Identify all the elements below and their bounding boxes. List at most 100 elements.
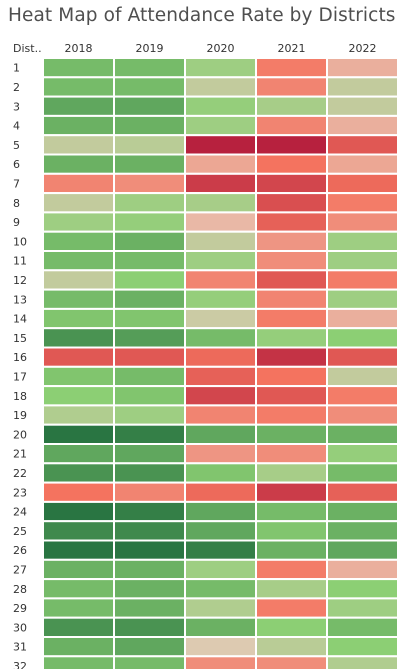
heatmap-cell-2-2020[interactable]	[184, 76, 257, 98]
heatmap-cell-4-2019[interactable]	[113, 114, 186, 137]
heatmap-cell-29-2018[interactable]	[42, 597, 115, 619]
heatmap-cell-7-2020[interactable]	[184, 172, 257, 195]
heatmap-cell-20-2018[interactable]	[42, 423, 115, 446]
heatmap-cell-14-2021[interactable]	[255, 307, 328, 330]
heatmap-cell-5-2020[interactable]	[184, 134, 257, 156]
heatmap-cell-29-2021[interactable]	[255, 597, 328, 619]
heatmap-cell-15-2018[interactable]	[42, 327, 115, 349]
heatmap-cell-23-2022[interactable]	[326, 481, 399, 503]
heatmap-cell-13-2020[interactable]	[184, 288, 257, 310]
heatmap-cell-9-2020[interactable]	[184, 211, 257, 233]
heatmap-cell-21-2021[interactable]	[255, 443, 328, 465]
heatmap-cell-11-2020[interactable]	[184, 250, 257, 272]
heatmap-cell-19-2018[interactable]	[42, 404, 115, 426]
heatmap-cell-2-2018[interactable]	[42, 76, 115, 98]
heatmap-cell-18-2021[interactable]	[255, 385, 328, 407]
heatmap-cell-23-2021[interactable]	[255, 481, 328, 503]
heatmap-cell-2-2019[interactable]	[113, 76, 186, 98]
heatmap-cell-22-2018[interactable]	[42, 462, 115, 484]
heatmap-cell-23-2020[interactable]	[184, 481, 257, 503]
heatmap-cell-27-2021[interactable]	[255, 558, 328, 581]
heatmap-cell-27-2022[interactable]	[326, 558, 399, 581]
heatmap-cell-9-2022[interactable]	[326, 211, 399, 233]
heatmap-cell-26-2019[interactable]	[113, 539, 186, 561]
heatmap-cell-19-2020[interactable]	[184, 404, 257, 426]
heatmap-cell-18-2022[interactable]	[326, 385, 399, 407]
heatmap-cell-12-2018[interactable]	[42, 269, 115, 291]
heatmap-cell-31-2019[interactable]	[113, 636, 186, 658]
heatmap-cell-15-2021[interactable]	[255, 327, 328, 349]
heatmap-cell-24-2018[interactable]	[42, 500, 115, 523]
heatmap-cell-31-2021[interactable]	[255, 636, 328, 658]
heatmap-cell-3-2021[interactable]	[255, 95, 328, 117]
heatmap-cell-6-2021[interactable]	[255, 153, 328, 175]
heatmap-cell-25-2018[interactable]	[42, 520, 115, 542]
heatmap-cell-16-2020[interactable]	[184, 346, 257, 368]
heatmap-cell-11-2021[interactable]	[255, 250, 328, 272]
heatmap-cell-30-2021[interactable]	[255, 616, 328, 639]
heatmap-cell-22-2019[interactable]	[113, 462, 186, 484]
heatmap-cell-30-2020[interactable]	[184, 616, 257, 639]
heatmap-cell-14-2019[interactable]	[113, 307, 186, 330]
heatmap-cell-23-2018[interactable]	[42, 481, 115, 503]
heatmap-cell-31-2022[interactable]	[326, 636, 399, 658]
heatmap-cell-6-2020[interactable]	[184, 153, 257, 175]
heatmap-cell-2-2021[interactable]	[255, 76, 328, 98]
heatmap-cell-8-2020[interactable]	[184, 192, 257, 214]
heatmap-cell-19-2019[interactable]	[113, 404, 186, 426]
heatmap-cell-3-2019[interactable]	[113, 95, 186, 117]
heatmap-cell-16-2021[interactable]	[255, 346, 328, 368]
heatmap-cell-15-2019[interactable]	[113, 327, 186, 349]
heatmap-cell-5-2019[interactable]	[113, 134, 186, 156]
heatmap-cell-16-2018[interactable]	[42, 346, 115, 368]
heatmap-cell-6-2018[interactable]	[42, 153, 115, 175]
heatmap-cell-1-2018[interactable]	[42, 57, 115, 79]
heatmap-cell-32-2020[interactable]	[184, 655, 257, 669]
heatmap-cell-12-2019[interactable]	[113, 269, 186, 291]
heatmap-cell-24-2020[interactable]	[184, 500, 257, 523]
heatmap-cell-21-2019[interactable]	[113, 443, 186, 465]
heatmap-cell-17-2021[interactable]	[255, 365, 328, 388]
heatmap-cell-32-2022[interactable]	[326, 655, 399, 669]
heatmap-cell-17-2018[interactable]	[42, 365, 115, 388]
heatmap-cell-11-2019[interactable]	[113, 250, 186, 272]
heatmap-cell-4-2020[interactable]	[184, 114, 257, 137]
heatmap-cell-1-2020[interactable]	[184, 57, 257, 79]
heatmap-cell-1-2021[interactable]	[255, 57, 328, 79]
heatmap-cell-2-2022[interactable]	[326, 76, 399, 98]
heatmap-cell-18-2018[interactable]	[42, 385, 115, 407]
heatmap-cell-31-2018[interactable]	[42, 636, 115, 658]
heatmap-cell-24-2019[interactable]	[113, 500, 186, 523]
heatmap-cell-19-2021[interactable]	[255, 404, 328, 426]
heatmap-cell-5-2018[interactable]	[42, 134, 115, 156]
heatmap-cell-17-2019[interactable]	[113, 365, 186, 388]
heatmap-cell-10-2020[interactable]	[184, 230, 257, 252]
heatmap-cell-8-2018[interactable]	[42, 192, 115, 214]
heatmap-cell-8-2019[interactable]	[113, 192, 186, 214]
heatmap-cell-4-2021[interactable]	[255, 114, 328, 137]
heatmap-cell-29-2019[interactable]	[113, 597, 186, 619]
heatmap-cell-10-2021[interactable]	[255, 230, 328, 252]
heatmap-cell-32-2019[interactable]	[113, 655, 186, 669]
heatmap-cell-20-2022[interactable]	[326, 423, 399, 446]
heatmap-cell-27-2020[interactable]	[184, 558, 257, 581]
heatmap-cell-8-2022[interactable]	[326, 192, 399, 214]
heatmap-cell-20-2021[interactable]	[255, 423, 328, 446]
heatmap-cell-30-2019[interactable]	[113, 616, 186, 639]
heatmap-cell-29-2022[interactable]	[326, 597, 399, 619]
heatmap-cell-5-2022[interactable]	[326, 134, 399, 156]
heatmap-cell-15-2020[interactable]	[184, 327, 257, 349]
heatmap-cell-13-2022[interactable]	[326, 288, 399, 310]
heatmap-cell-10-2022[interactable]	[326, 230, 399, 252]
heatmap-cell-20-2019[interactable]	[113, 423, 186, 446]
heatmap-cell-6-2019[interactable]	[113, 153, 186, 175]
heatmap-cell-28-2021[interactable]	[255, 578, 328, 600]
heatmap-cell-31-2020[interactable]	[184, 636, 257, 658]
heatmap-cell-7-2021[interactable]	[255, 172, 328, 195]
heatmap-cell-28-2020[interactable]	[184, 578, 257, 600]
heatmap-cell-28-2019[interactable]	[113, 578, 186, 600]
heatmap-cell-21-2022[interactable]	[326, 443, 399, 465]
heatmap-cell-21-2018[interactable]	[42, 443, 115, 465]
heatmap-cell-32-2021[interactable]	[255, 655, 328, 669]
heatmap-cell-29-2020[interactable]	[184, 597, 257, 619]
